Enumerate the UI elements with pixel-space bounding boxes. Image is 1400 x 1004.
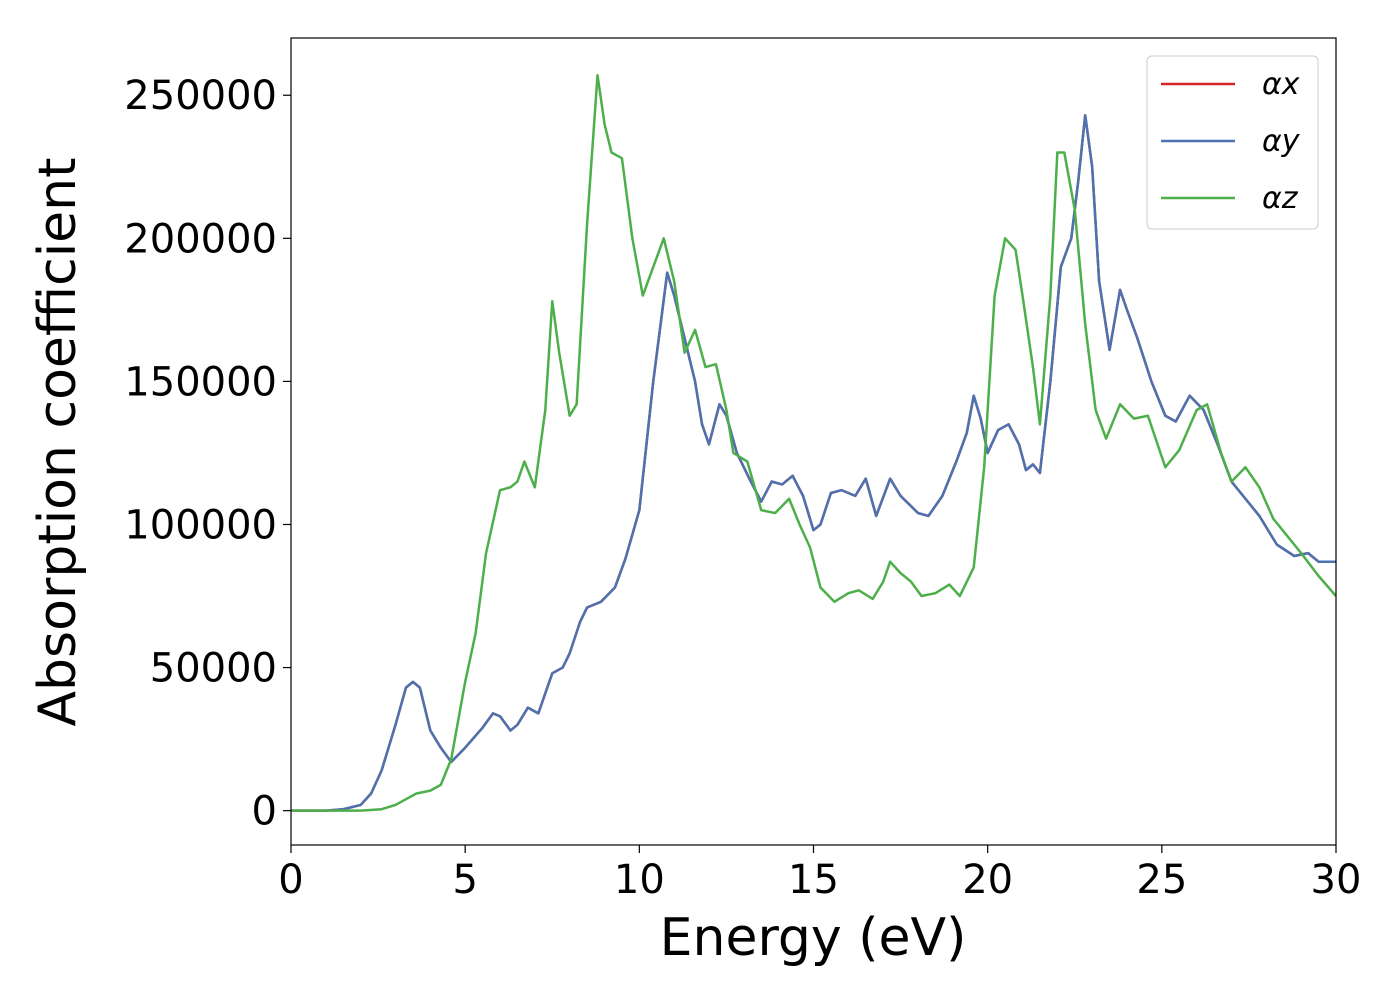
- x-tick-label: 10: [614, 857, 665, 903]
- y-tick-label: 0: [252, 789, 277, 835]
- legend-box: [1146, 55, 1319, 230]
- x-tick-label: 25: [1136, 857, 1187, 903]
- x-axis-label: Energy (eV): [660, 908, 967, 968]
- x-tick-label: 20: [962, 857, 1013, 903]
- y-tick-label: 100000: [124, 502, 277, 548]
- x-tick-label: 30: [1311, 857, 1362, 903]
- y-tick-label: 200000: [124, 216, 277, 262]
- legend-label: αx: [1262, 67, 1300, 102]
- legend-label: αy: [1262, 124, 1301, 159]
- legend: αx αy αz: [1146, 55, 1319, 230]
- plot-frame: [290, 37, 1337, 846]
- legend-label: αz: [1262, 181, 1299, 216]
- x-tick-label: 0: [278, 857, 303, 903]
- x-tick-label: 5: [452, 857, 477, 903]
- series-line: [291, 73, 1336, 812]
- y-axis-label: Absorption coefficient: [28, 157, 88, 726]
- x-tick-label: 15: [788, 857, 839, 903]
- series-line: [291, 114, 1336, 812]
- y-tick-label: 150000: [124, 359, 277, 405]
- y-tick-label: 250000: [124, 73, 277, 119]
- y-tick-label: 50000: [150, 646, 277, 692]
